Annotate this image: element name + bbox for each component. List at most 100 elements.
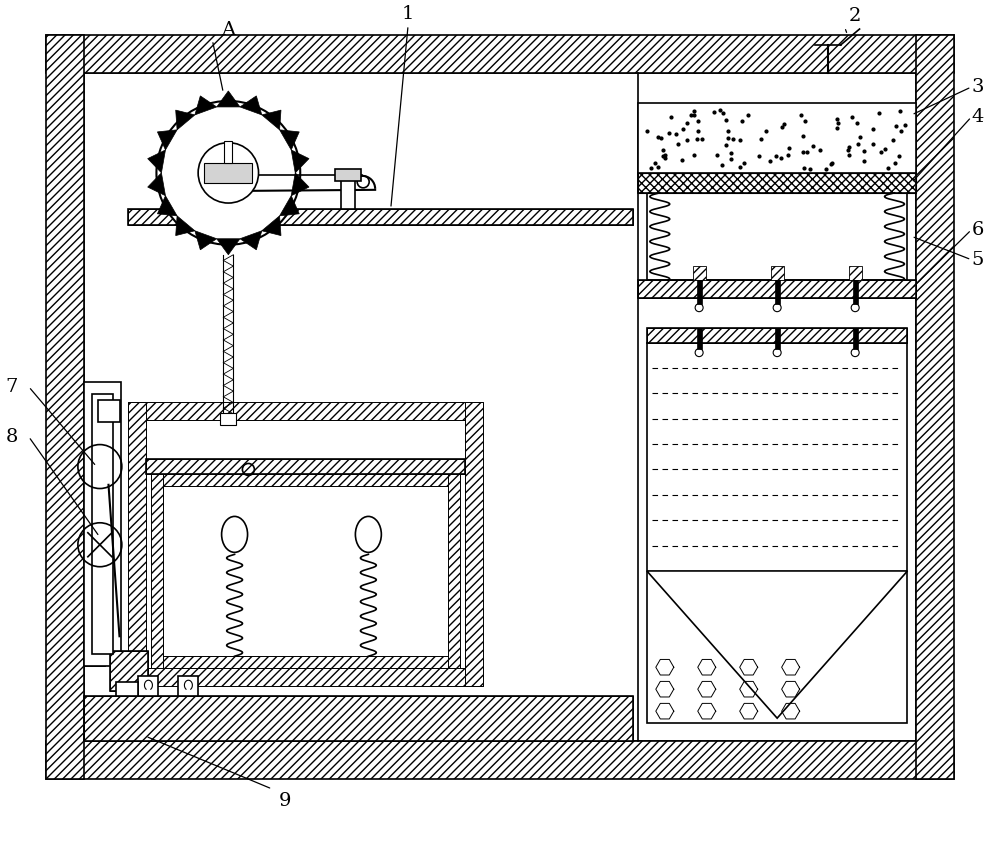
Point (734, 114, 750, 127)
Polygon shape (647, 571, 907, 718)
Point (802, 162, 818, 176)
Point (812, 143, 828, 157)
Text: 2: 2 (848, 7, 861, 25)
Bar (341, 170, 355, 208)
Polygon shape (291, 150, 309, 173)
Bar (916, 35, 954, 779)
Point (712, 103, 728, 116)
Point (674, 154, 690, 167)
Bar (853, 327, 858, 349)
Point (887, 156, 903, 170)
Polygon shape (240, 230, 262, 250)
Point (718, 113, 734, 127)
Polygon shape (240, 96, 262, 115)
Point (650, 160, 666, 174)
Polygon shape (291, 173, 309, 196)
Bar (224, 141, 232, 163)
Point (885, 133, 901, 146)
Point (795, 146, 811, 160)
Point (661, 126, 677, 139)
Point (718, 138, 734, 152)
Point (683, 109, 699, 122)
Point (639, 125, 655, 138)
Point (780, 149, 796, 162)
Point (840, 143, 856, 157)
Bar (647, 192, 907, 279)
Bar (771, 266, 784, 279)
Bar (638, 173, 916, 192)
Bar (220, 413, 236, 425)
Point (805, 139, 821, 153)
Text: A: A (221, 21, 235, 39)
Text: 6: 6 (971, 221, 984, 239)
Point (668, 127, 684, 141)
Point (753, 132, 769, 145)
Bar (693, 266, 706, 279)
Point (897, 119, 913, 133)
Point (715, 106, 731, 120)
Bar (84, 381, 105, 666)
Bar (638, 173, 916, 192)
Point (736, 156, 752, 170)
Bar (84, 381, 121, 666)
Point (781, 141, 797, 154)
Polygon shape (148, 150, 165, 173)
Bar (178, 676, 198, 696)
Bar (465, 402, 483, 686)
Point (655, 143, 671, 157)
Text: 4: 4 (971, 108, 984, 126)
Point (865, 137, 881, 150)
Point (732, 160, 748, 174)
Bar (151, 657, 460, 668)
Bar (335, 169, 361, 181)
Point (818, 163, 834, 176)
Bar (84, 696, 633, 741)
Point (856, 154, 872, 168)
Text: 9: 9 (279, 792, 292, 810)
Point (776, 117, 792, 131)
Bar (146, 459, 465, 474)
Polygon shape (176, 110, 195, 130)
Bar (146, 459, 465, 474)
Point (880, 161, 896, 175)
Bar (849, 266, 862, 279)
Bar (146, 419, 465, 668)
Point (647, 156, 663, 170)
Circle shape (198, 143, 259, 203)
Point (720, 124, 736, 138)
Point (852, 131, 868, 144)
Point (849, 116, 865, 130)
Point (877, 143, 893, 156)
Point (679, 133, 695, 147)
Point (799, 145, 815, 159)
Point (774, 120, 790, 133)
Point (686, 148, 702, 161)
Point (657, 152, 673, 165)
Point (740, 108, 756, 122)
Point (650, 130, 666, 143)
Bar (638, 279, 916, 298)
Point (829, 112, 845, 126)
Bar (128, 208, 633, 225)
Bar (775, 279, 780, 304)
Point (653, 132, 669, 145)
Text: 8: 8 (6, 428, 18, 446)
Polygon shape (195, 230, 217, 250)
Point (873, 145, 889, 159)
Bar (116, 682, 138, 696)
Point (686, 104, 702, 117)
Point (643, 161, 659, 175)
Bar (647, 327, 907, 343)
Polygon shape (217, 239, 240, 255)
Bar (46, 35, 954, 73)
Point (751, 149, 767, 163)
Point (797, 114, 813, 127)
Point (679, 116, 695, 130)
Point (657, 149, 673, 162)
Polygon shape (148, 173, 165, 196)
Bar (110, 652, 148, 691)
Polygon shape (262, 110, 281, 130)
Point (892, 105, 908, 118)
Point (709, 149, 725, 162)
Point (690, 114, 706, 127)
